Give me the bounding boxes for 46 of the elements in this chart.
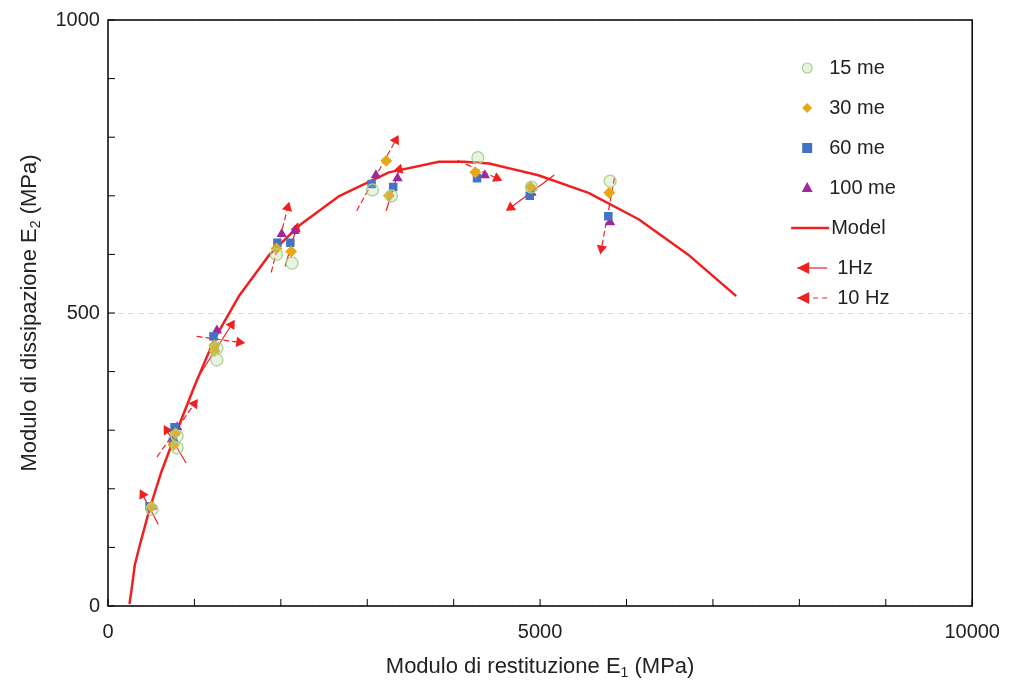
y-axis-title: Modulo di dissipazione E2 (MPa) <box>16 154 44 472</box>
point <box>492 172 503 182</box>
legend-label: Model <box>831 215 886 238</box>
legend-label: 30 me <box>829 95 885 118</box>
point <box>367 179 376 189</box>
point <box>604 212 613 221</box>
legend-label: 100 me <box>829 175 896 198</box>
x-tick-label: 10000 <box>944 619 1000 642</box>
point <box>365 183 380 197</box>
point <box>276 227 287 237</box>
point <box>382 189 395 202</box>
point <box>370 169 382 179</box>
legend-label: 1Hz <box>837 255 873 278</box>
y-tick-label: 1000 <box>55 7 100 30</box>
point <box>188 398 198 410</box>
y-tick-label: 500 <box>66 300 100 323</box>
legend-label: 60 me <box>829 135 885 158</box>
point <box>209 332 218 341</box>
point <box>469 166 482 179</box>
point <box>285 245 298 258</box>
x-tick-label: 5000 <box>517 619 563 642</box>
y-tick-label: 0 <box>88 593 100 616</box>
point <box>235 336 246 348</box>
x-tick-label: 0 <box>102 619 114 642</box>
point <box>269 247 284 261</box>
point <box>270 242 283 255</box>
point <box>380 154 393 167</box>
point <box>281 201 293 212</box>
point <box>471 151 485 165</box>
point <box>210 353 224 367</box>
point <box>603 186 616 199</box>
legend-label: 10 Hz <box>837 285 890 308</box>
point <box>285 256 299 270</box>
point <box>392 172 403 182</box>
point <box>170 441 184 455</box>
point <box>167 438 180 451</box>
point <box>505 201 517 212</box>
point <box>384 189 399 203</box>
point <box>225 319 235 331</box>
point <box>596 244 608 255</box>
point <box>389 134 399 146</box>
legend-label: 15 me <box>829 55 885 78</box>
point <box>139 489 149 500</box>
point <box>525 191 534 201</box>
point <box>286 238 295 247</box>
point <box>603 174 617 188</box>
